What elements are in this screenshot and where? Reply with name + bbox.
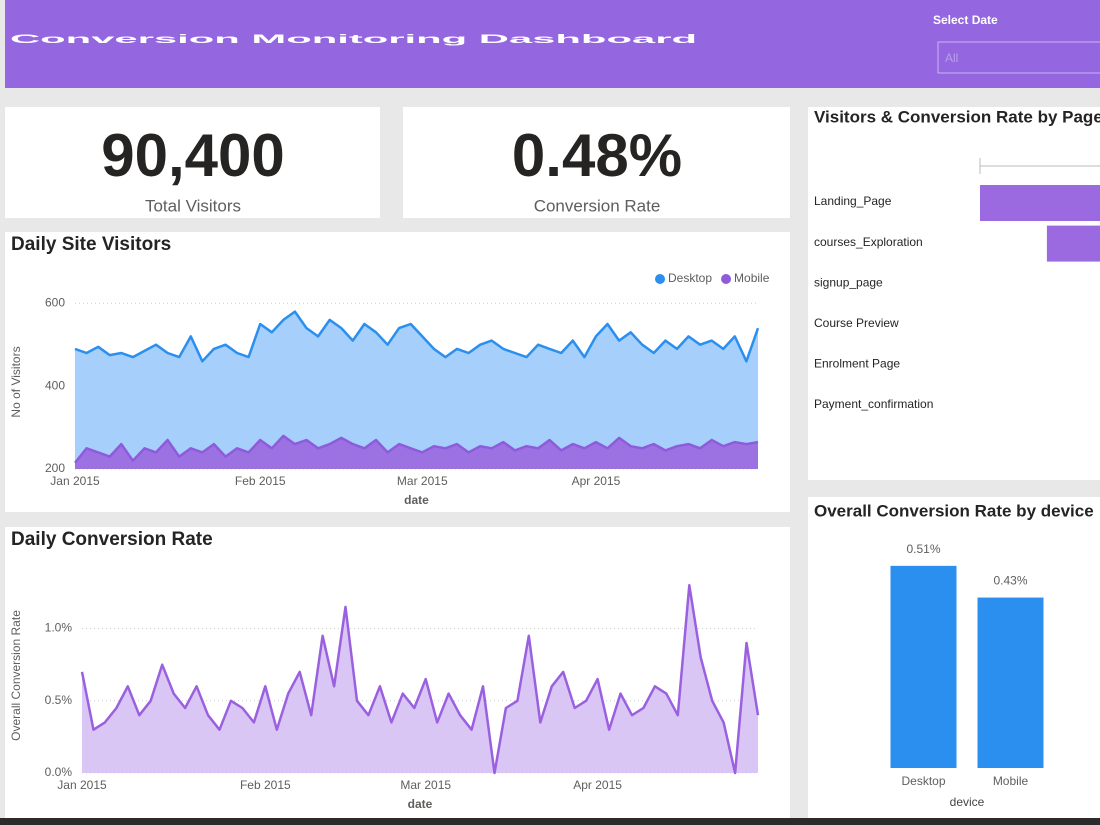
area-fill [75,311,758,469]
legend-marker [655,274,665,284]
bar [890,565,957,768]
kpi-label: Total Visitors [145,196,241,215]
kpi-label: Conversion Rate [534,196,661,215]
category-label: courses_Exploration [814,235,923,249]
area-fill [82,585,758,773]
x-axis-title: device [950,795,985,809]
legend-label: Mobile [734,271,770,285]
category-label: Landing_Page [814,194,892,208]
kpi-value: 90,400 [101,122,285,189]
x-tick-label: Feb 2015 [235,474,286,488]
x-tick-label: Jan 2015 [50,474,100,488]
header-bar [5,0,1100,88]
taskbar [0,818,1100,825]
category-label: Course Preview [814,316,899,330]
category-label: signup_page [814,275,883,289]
chart-title: Daily Site Visitors [11,234,171,255]
series-line [80,583,760,775]
series-line [74,434,759,464]
series-line [74,310,760,363]
category-label: Payment_confirmation [814,397,933,411]
area-fill [75,435,758,469]
x-tick-label: Apr 2015 [572,474,621,488]
category-label: Enrolment Page [814,357,900,371]
chart-panel [808,107,1100,480]
chart-title: Visitors & Conversion Rate by Page [814,107,1100,126]
chart-panel [5,527,790,825]
x-tick-label: Desktop [901,774,945,788]
legend-label: Desktop [668,271,712,285]
funnel-bar [980,185,1100,221]
y-tick-label: 400 [45,378,65,392]
y-tick-label: 1.0% [45,621,73,635]
kpi-value: 0.48% [512,122,682,189]
y-axis-title: No of Visitors [9,346,23,417]
dashboard-title: Conversion Monitoring Dashboard [10,32,697,46]
slicer-label: Select Date [933,13,998,27]
x-tick-label: Mar 2015 [400,778,451,792]
x-tick-label: Apr 2015 [573,778,622,792]
x-axis-title: date [404,493,429,507]
slicer-value[interactable]: All [945,51,958,65]
legend-marker [721,274,732,284]
y-tick-label: 200 [45,461,65,475]
chart-title: Overall Conversion Rate by device [814,501,1094,520]
x-tick-label: Mar 2015 [397,474,448,488]
chart-title: Daily Conversion Rate [11,529,213,550]
x-tick-label: Mobile [993,774,1029,788]
date-slicer[interactable] [937,41,1100,74]
x-tick-label: Feb 2015 [240,778,291,792]
x-tick-label: Jan 2015 [57,778,107,792]
data-label: 0.51% [906,542,940,556]
y-tick-label: 0.5% [45,693,73,707]
kpi-card [5,107,380,218]
x-axis-title: date [408,797,433,811]
data-label: 0.43% [993,574,1027,588]
y-tick-label: 0.0% [45,765,73,779]
y-tick-label: 600 [45,295,65,309]
kpi-card [403,107,790,218]
funnel-bar [1046,225,1100,262]
bar [977,597,1044,768]
y-axis-title: Overall Conversion Rate [9,610,23,741]
